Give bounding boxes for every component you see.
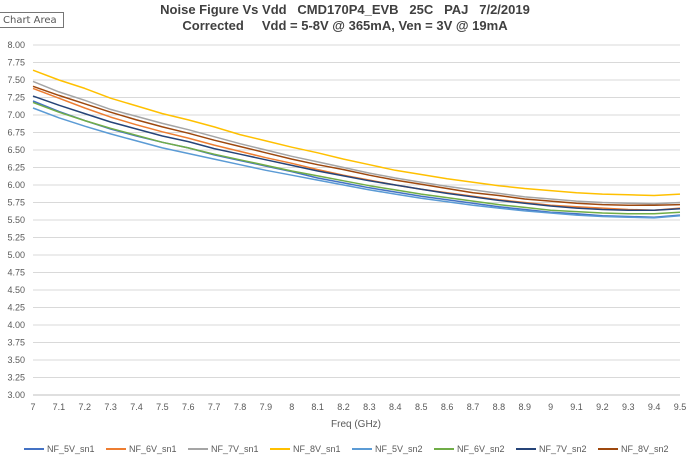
y-tick-label: 4.75 [7,268,25,278]
legend-item-label: NF_6V_sn2 [457,444,505,454]
y-tick-label: 6.75 [7,128,25,138]
x-tick-label: 9 [548,402,553,412]
legend-item-label: NF_7V_sn1 [211,444,259,454]
x-tick-label: 9.1 [570,402,583,412]
y-tick-label: 6.25 [7,163,25,173]
series-line-nf-5v-sn2 [32,107,681,219]
x-tick-label: 8.3 [363,402,376,412]
series-line-nf-8v-sn1 [32,69,681,197]
legend: NF_5V_sn1 NF_6V_sn1 NF_7V_sn1 NF_8V_sn1 NF_5… [24,444,669,454]
x-tick-label: 7.3 [104,402,117,412]
y-tick-label: 7.50 [7,75,25,85]
x-axis-ticks: 7 7.1 7.2 7.3 7.4 7.5 7.6 7.7 7.8 7.9 8 8.1 8.2 8.3 8.… [30,402,686,412]
chart-subtitle: Corrected Vdd = 5-8V @ 365mA, Ven = 3V @… [182,18,508,33]
y-tick-label: 3.50 [7,355,25,365]
x-tick-label: 9.5 [674,402,687,412]
y-tick-label: 5.50 [7,215,25,225]
series-line-nf-6v-sn1 [32,87,681,211]
y-tick-label: 7.75 [7,58,25,68]
legend-item-label: NF_6V_sn1 [129,444,177,454]
y-tick-label: 3.00 [7,390,25,400]
x-tick-label: 7.6 [182,402,195,412]
x-tick-label: 8.9 [518,402,531,412]
y-tick-label: 4.25 [7,303,25,313]
x-tick-label: 8.1 [311,402,324,412]
y-tick-label: 5.25 [7,233,25,243]
y-tick-label: 6.50 [7,145,25,155]
series-line-nf-8v-sn2 [32,85,681,207]
y-tick-label: 4.00 [7,320,25,330]
x-tick-label: 8.8 [493,402,506,412]
x-tick-label: 7.5 [156,402,169,412]
y-tick-label: 7.00 [7,110,25,120]
x-tick-label: 7.7 [208,402,221,412]
chart-title: Noise Figure Vs Vdd CMD170P4_EVB 25C PAJ… [160,2,530,17]
y-tick-label: 8.00 [7,40,25,50]
legend-item-label: NF_8V_sn2 [621,444,669,454]
x-tick-label: 8.5 [415,402,428,412]
y-tick-label: 5.00 [7,250,25,260]
plot-series [32,69,681,219]
x-tick-label: 8.7 [467,402,480,412]
gridlines [33,44,680,396]
x-tick-label: 7.2 [79,402,92,412]
x-tick-label: 7.9 [260,402,273,412]
y-tick-label: 5.75 [7,198,25,208]
series-line-nf-7v-sn1 [32,80,681,205]
y-tick-label: 4.50 [7,285,25,295]
x-axis-label: Freq (GHz) [331,419,381,430]
legend-item-label: NF_8V_sn1 [293,444,341,454]
x-tick-label: 7.4 [130,402,143,412]
y-tick-label: 3.25 [7,373,25,383]
x-tick-label: 8.4 [389,402,402,412]
x-tick-label: 9.4 [648,402,661,412]
chart-area-tooltip: Chart Area [0,12,64,28]
x-tick-label: 9.3 [622,402,635,412]
x-tick-label: 7 [30,402,35,412]
x-tick-label: 9.2 [596,402,609,412]
x-tick-label: 8.6 [441,402,454,412]
series-line-nf-7v-sn2 [32,95,681,211]
legend-item-label: NF_5V_sn1 [47,444,95,454]
y-tick-label: 6.00 [7,180,25,190]
series-line-nf-6v-sn2 [32,101,681,215]
x-tick-label: 8 [289,402,294,412]
legend-item-label: NF_7V_sn2 [539,444,587,454]
x-tick-label: 7.8 [234,402,247,412]
x-tick-label: 7.1 [53,402,66,412]
legend-item-label: NF_5V_sn2 [375,444,423,454]
y-axis-ticks: 3.00 3.25 3.50 3.75 4.00 4.25 4.50 4.75 5.00 5.25… [7,40,25,400]
y-tick-label: 3.75 [7,338,25,348]
x-tick-label: 8.2 [337,402,350,412]
y-tick-label: 7.25 [7,93,25,103]
